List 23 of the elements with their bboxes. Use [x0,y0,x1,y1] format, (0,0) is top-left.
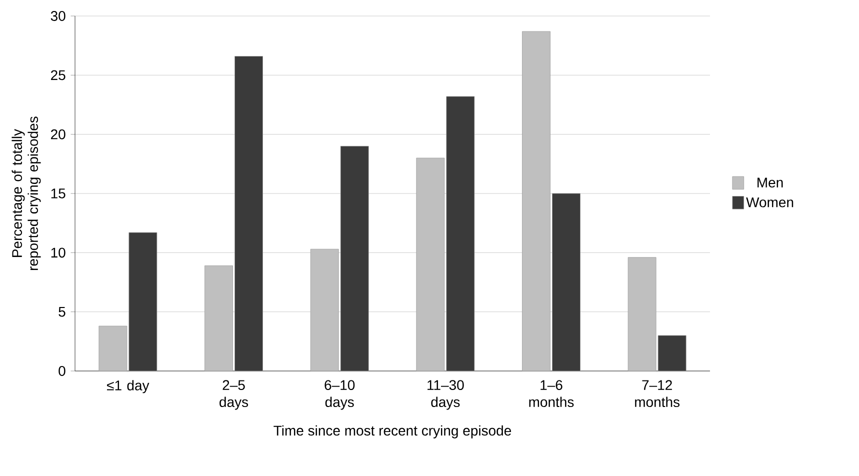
x-tick-label: 1–6 months [529,380,574,408]
y-tick-label: 30 [50,11,66,21]
y-axis-title: Percentage of totally reported crying episodes [12,116,41,270]
x-tick-label: 11–30 days [428,380,464,410]
bar [658,335,686,371]
bar [128,232,158,371]
x-tick-label: 6–10 days [324,380,355,410]
bar [552,193,580,371]
y-tick-label: 20 [51,129,66,140]
x-tick-label: 2–5 days [220,380,248,410]
legend-label: Women [746,197,794,208]
y-tick-label: 5 [58,306,66,317]
bar [446,96,475,371]
x-tick-label: 7–12 months [635,380,680,408]
y-tick-label: 25 [51,70,66,80]
x-axis-title: Time since most recent crying episode [274,425,512,438]
y-tick-label: 15 [51,188,66,198]
bar [340,146,369,371]
legend-label: Men [758,178,783,188]
y-tick-label: 10 [51,248,66,258]
bar [234,56,263,371]
y-tick-label: 0 [58,366,66,376]
x-tick-label: ≤1 day [106,380,150,394]
